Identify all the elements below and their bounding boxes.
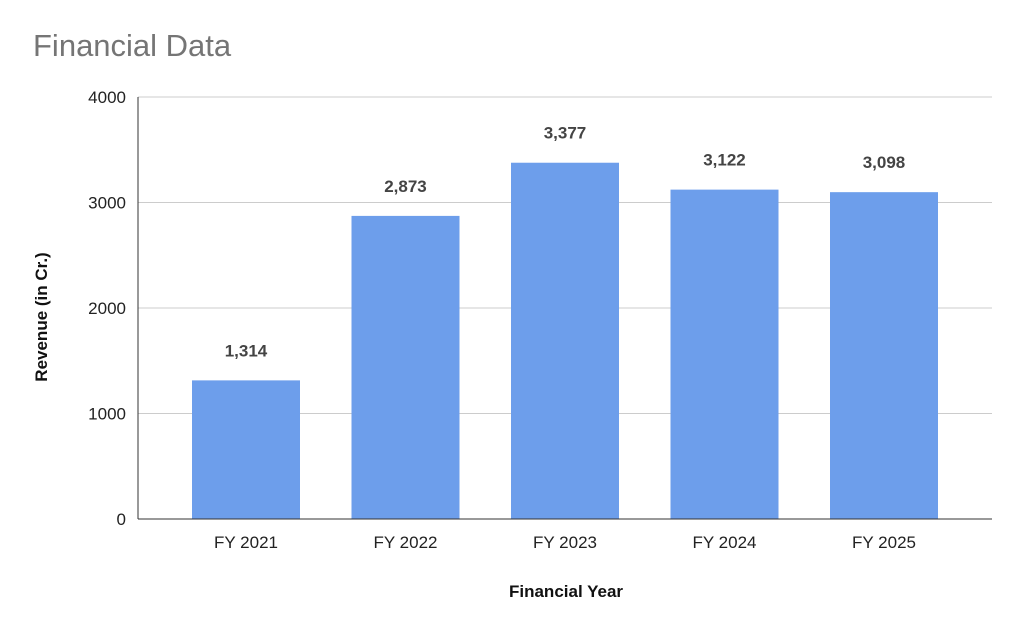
x-tick-label: FY 2024 [693, 533, 757, 552]
x-tick-label: FY 2022 [374, 533, 438, 552]
x-tick-label: FY 2023 [533, 533, 597, 552]
data-label: 3,098 [863, 153, 906, 172]
bar [830, 192, 938, 519]
chart-title: Financial Data [33, 28, 232, 63]
data-label: 3,122 [703, 151, 746, 170]
y-axis-title: Revenue (in Cr.) [32, 252, 51, 381]
x-tick-label: FY 2021 [214, 533, 278, 552]
bar [511, 162, 619, 519]
x-tick-label: FY 2025 [852, 533, 916, 552]
axes [137, 97, 992, 520]
bars [192, 162, 938, 519]
data-labels: 1,314 2,873 3,377 3,122 3,098 [225, 124, 906, 361]
data-label: 3,377 [544, 124, 587, 143]
data-label: 2,873 [384, 177, 427, 196]
y-tick-label: 1000 [88, 405, 126, 424]
x-tick-labels: FY 2021 FY 2022 FY 2023 FY 2024 FY 2025 [214, 533, 916, 552]
data-label: 1,314 [225, 341, 268, 360]
y-tick-labels: 0 1000 2000 3000 4000 [88, 88, 126, 529]
y-tick-label: 2000 [88, 299, 126, 318]
bar [192, 380, 300, 519]
y-tick-label: 3000 [88, 194, 126, 213]
bar [351, 215, 460, 519]
y-tick-label: 4000 [88, 88, 126, 107]
bar [670, 189, 779, 519]
y-tick-label: 0 [117, 510, 126, 529]
x-axis-title: Financial Year [509, 582, 623, 601]
